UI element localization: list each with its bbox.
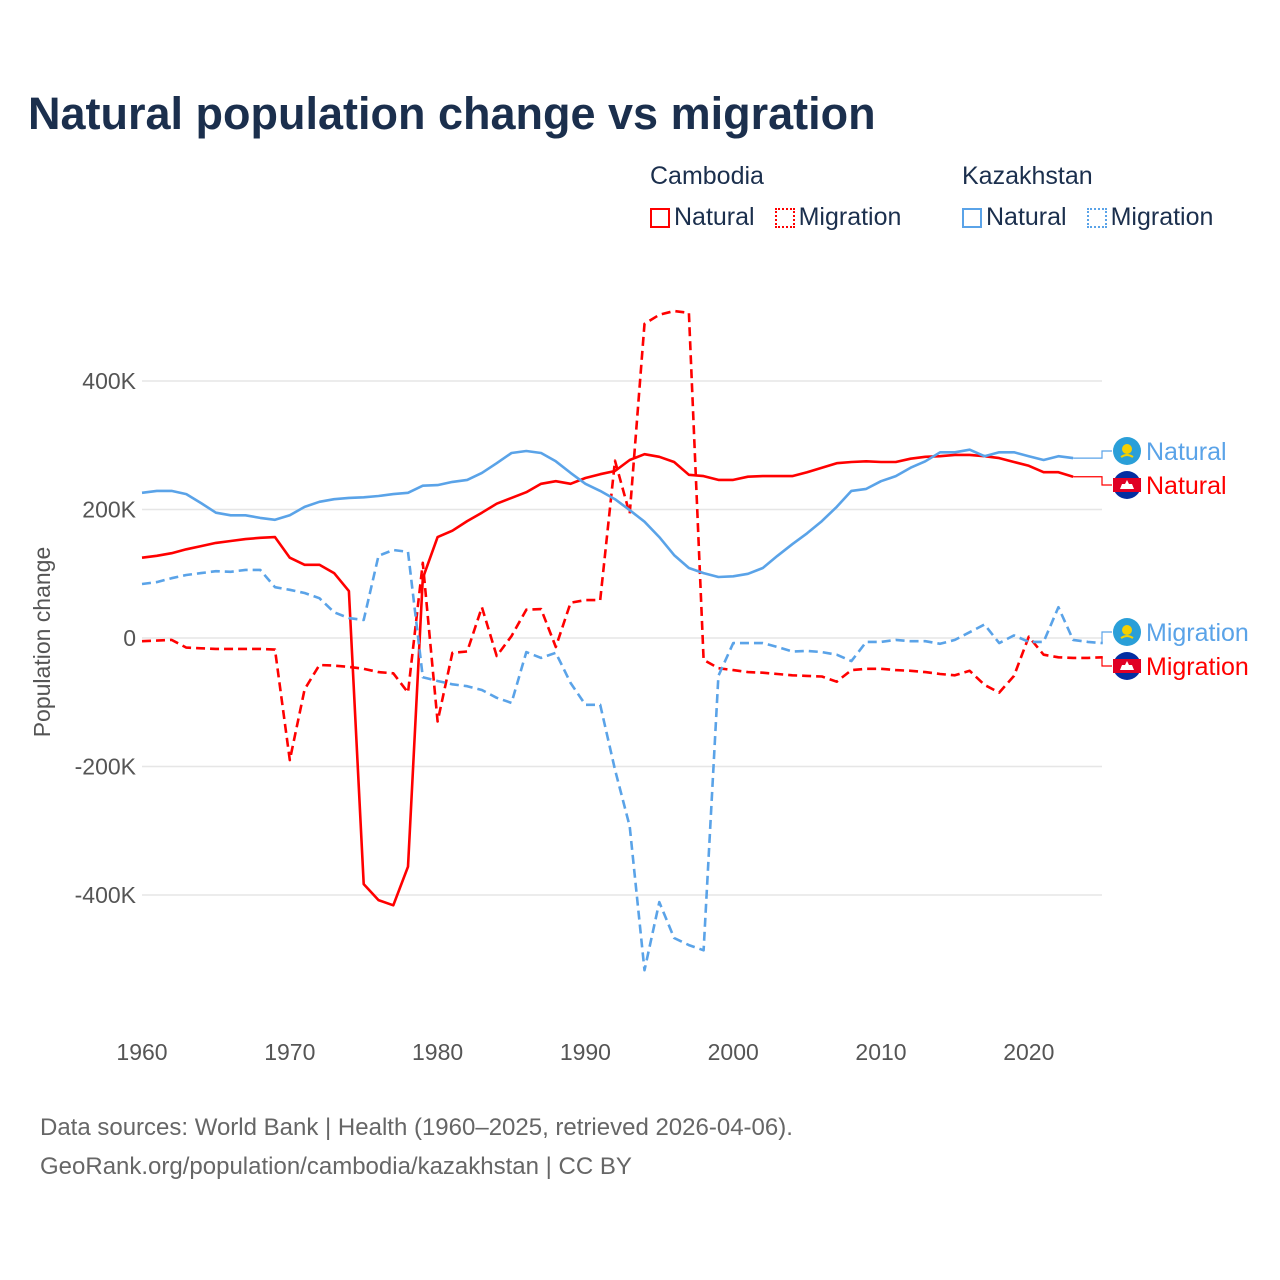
kazakhstan-flag-icon <box>1113 437 1141 465</box>
legend-group-cambodia: Cambodia Natural Migration <box>650 162 901 232</box>
x-tick-label: 2010 <box>855 1039 906 1065</box>
footer: Data sources: World Bank | Health (1960–… <box>40 1108 793 1186</box>
end-label: Migration <box>1146 653 1249 681</box>
end-label-connector <box>1073 450 1112 459</box>
legend-swatch <box>962 207 982 228</box>
kazakhstan-flag-icon <box>1113 618 1141 646</box>
end-label-connector <box>1101 631 1112 644</box>
y-tick-label: -400K <box>75 882 137 908</box>
legend-group-kazakhstan: Kazakhstan Natural Migration <box>962 162 1213 232</box>
y-tick-label: -200K <box>75 754 137 780</box>
x-tick-label: 2000 <box>708 1039 759 1065</box>
x-tick-label: 1980 <box>412 1039 463 1065</box>
flag-temple <box>1120 480 1134 489</box>
legend-label: Natural <box>986 203 1067 231</box>
end-label: Natural <box>1146 438 1227 466</box>
y-axis-label: Population change <box>29 547 55 738</box>
legend-group-title: Cambodia <box>650 162 764 190</box>
end-label-connector <box>1073 476 1112 486</box>
legend-item-cambodia-natural[interactable]: Natural <box>650 203 755 232</box>
legend-label: Natural <box>674 203 755 231</box>
legend-label: Migration <box>798 203 902 231</box>
flag-sun <box>1122 625 1132 635</box>
flag-eagle <box>1120 635 1134 639</box>
series-line-cambodia-migration <box>141 309 1103 762</box>
chart-title: Natural population change vs migration <box>28 88 876 139</box>
legend-item-kazakhstan-migration[interactable]: Migration <box>1086 203 1214 232</box>
footer-source: Data sources: World Bank | Health (1960–… <box>40 1114 793 1141</box>
legend-item-cambodia-migration[interactable]: Migration <box>774 203 902 232</box>
footer-link[interactable]: GeoRank.org/population/cambodia/kazakhst… <box>40 1153 632 1180</box>
series-line-kazakhstan-migration <box>141 548 1103 972</box>
flag-sun <box>1122 444 1132 454</box>
series-line-cambodia-natural <box>141 452 1074 907</box>
end-label-connector <box>1101 656 1112 667</box>
x-tick-label: 1970 <box>264 1039 315 1065</box>
cambodia-flag-icon <box>1113 471 1141 499</box>
x-tick-label: 1960 <box>116 1039 167 1065</box>
x-tick-label: 1990 <box>560 1039 611 1065</box>
y-tick-label: 0 <box>123 625 136 651</box>
legend-group-title: Kazakhstan <box>962 162 1093 190</box>
flag-temple <box>1120 661 1134 670</box>
y-tick-label: 400K <box>82 368 136 394</box>
legend-item-kazakhstan-natural[interactable]: Natural <box>962 203 1067 232</box>
x-tick-label: 2020 <box>1003 1039 1054 1065</box>
cambodia-flag-icon <box>1113 652 1141 680</box>
legend-label: Migration <box>1110 203 1214 231</box>
legend-swatch <box>650 207 670 228</box>
end-label: Migration <box>1146 619 1249 647</box>
legend-swatch <box>1086 207 1107 228</box>
y-tick-label: 200K <box>82 497 136 523</box>
legend-swatch <box>774 207 795 228</box>
end-label: Natural <box>1146 472 1227 500</box>
series-line-kazakhstan-natural <box>141 448 1074 579</box>
flag-eagle <box>1120 454 1134 458</box>
